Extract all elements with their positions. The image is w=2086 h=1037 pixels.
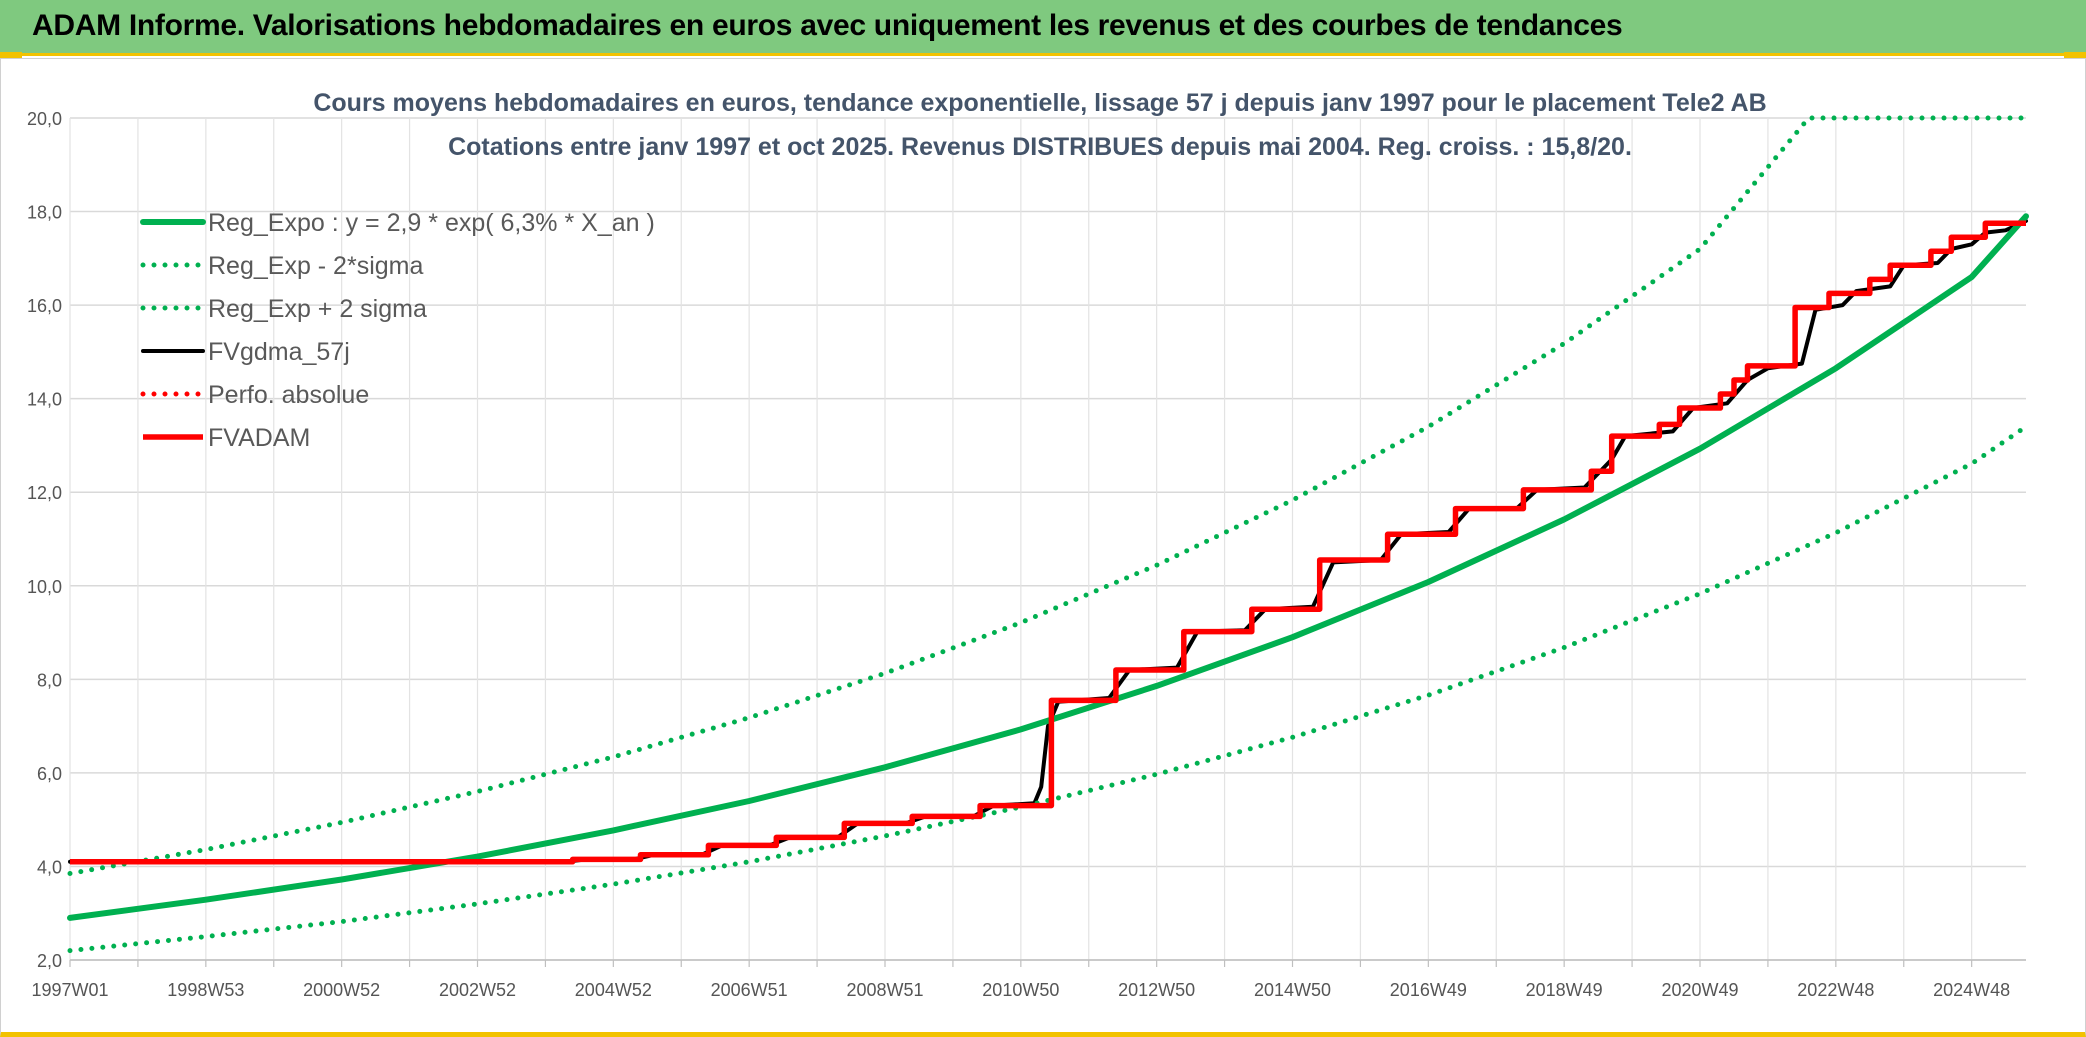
series-line-2: [67, 115, 2029, 876]
y-tick-label: 4,0: [37, 857, 62, 877]
y-tick-label: 10,0: [27, 577, 62, 597]
grid: [69, 117, 2026, 961]
x-tick-label: 2018W49: [1526, 980, 1603, 1000]
legend-label-5: FVADAM: [208, 424, 310, 452]
x-tick-label: 2008W51: [846, 980, 923, 1000]
x-tick-label: 2006W51: [711, 980, 788, 1000]
corner-mark-right: [2064, 52, 2086, 59]
x-tick-label: 2004W52: [575, 980, 652, 1000]
x-tick-label: 2000W52: [303, 980, 380, 1000]
chart-title: Cours moyens hebdomadaires en euros, ten…: [313, 89, 1766, 117]
y-tick-label: 14,0: [27, 390, 62, 410]
x-tick-label: 2016W49: [1390, 980, 1467, 1000]
y-axis: 2,0 4,0 6,0 8,0 10,0 12,0 14,0 16,0 18,0 20,0: [27, 109, 62, 971]
series-layer: [67, 115, 2029, 954]
corner-mark-left: [0, 52, 22, 59]
x-tick-label: 2014W50: [1254, 980, 1331, 1000]
y-tick-label: 12,0: [27, 483, 62, 503]
chart-subtitle: Cotations entre janv 1997 et oct 2025. R…: [448, 133, 1632, 161]
legend-label-1: Reg_Exp - 2*sigma: [208, 252, 423, 280]
legend-label-4: Perfo. absolue: [208, 381, 369, 409]
x-tick-label: 1998W53: [167, 980, 244, 1000]
x-axis: 1997W01 1998W53 2000W52 2002W52 2004W52 2006W…: [31, 959, 2026, 1000]
x-tick-label: 2002W52: [439, 980, 516, 1000]
y-tick-label: 16,0: [27, 296, 62, 316]
banner-title: ADAM Informe. Valorisations hebdomadaire…: [32, 9, 1623, 42]
y-tick-label: 6,0: [37, 764, 62, 784]
x-tick-label: 2024W48: [1933, 980, 2010, 1000]
y-tick-label: 2,0: [37, 951, 62, 971]
x-tick-label: 1997W01: [31, 980, 108, 1000]
legend-label-3: FVgdma_57j: [208, 338, 350, 366]
legend-label-0: Reg_Expo : y = 2,9 * exp( 6,3% * X_an ): [208, 209, 655, 237]
legend: Reg_Expo : y = 2,9 * exp( 6,3% * X_an ) R…: [140, 209, 655, 452]
series-line-5: [70, 220, 2026, 865]
series-line-0: [67, 213, 2029, 921]
x-tick-label: 2010W50: [982, 980, 1059, 1000]
y-tick-label: 18,0: [27, 203, 62, 223]
series-line-1: [67, 424, 2029, 954]
legend-label-2: Reg_Exp + 2 sigma: [208, 295, 427, 323]
y-tick-label: 20,0: [27, 109, 62, 129]
banner: ADAM Informe. Valorisations hebdomadaire…: [0, 0, 2086, 56]
y-tick-label: 8,0: [37, 670, 62, 690]
x-tick-label: 2020W49: [1661, 980, 1738, 1000]
x-tick-label: 2012W50: [1118, 980, 1195, 1000]
x-tick-label: 2022W48: [1797, 980, 1874, 1000]
